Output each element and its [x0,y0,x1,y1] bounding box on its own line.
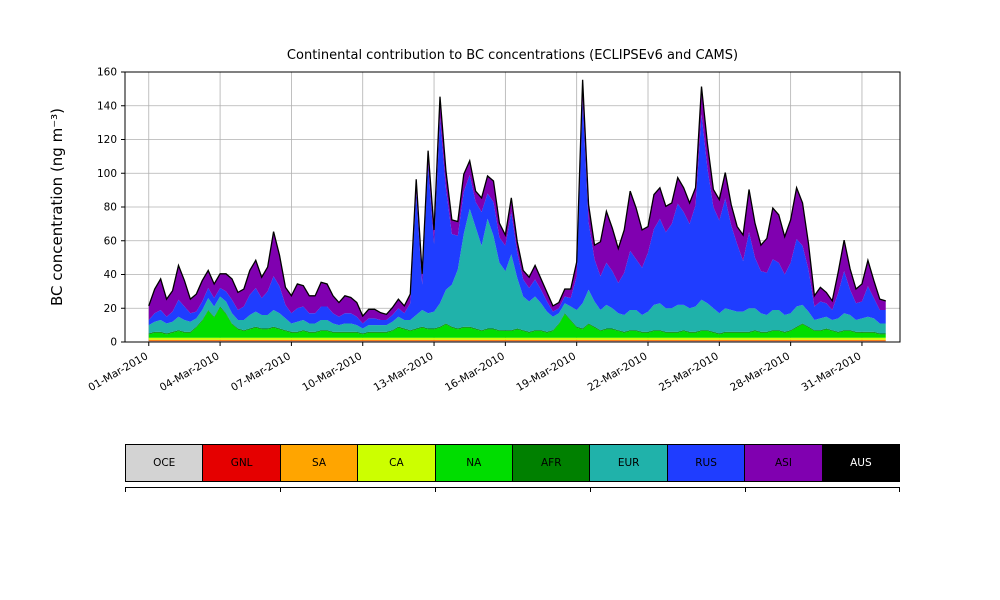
legend-label: ASI [774,457,792,469]
legend-item-afr: AFR [512,444,591,482]
legend-item-asi: ASI [744,444,823,482]
legend-axis-tick [590,488,591,492]
x-tick-label: 07-Mar-2010 [229,350,293,394]
legend-item-na: NA [434,444,514,482]
stack-outline [148,79,886,318]
legend-item-ca: CA [357,444,436,482]
x-tick-label: 31-Mar-2010 [800,350,864,394]
legend-axis-tick [899,488,900,492]
series-area-sa [148,339,886,341]
series-area-afr [148,306,886,335]
legend-item-sa: SA [279,444,359,482]
y-tick-label: 160 [97,67,117,79]
y-tick-label: 60 [104,235,117,247]
x-tick-label: 13-Mar-2010 [372,350,436,394]
y-tick-label: 80 [104,202,117,214]
legend-item-gnl: GNL [202,444,281,482]
legend-item-eur: EUR [589,444,668,482]
x-tick-label: 16-Mar-2010 [443,350,507,394]
legend-axis-tick [745,488,746,492]
y-tick-label: 0 [110,337,117,349]
x-tick-label: 28-Mar-2010 [728,350,792,394]
legend-item-aus: AUS [821,444,901,482]
y-tick-label: 120 [97,134,117,146]
y-tick-label: 40 [104,269,117,281]
x-tick-label: 01-Mar-2010 [86,350,150,394]
x-tick-label: 19-Mar-2010 [514,350,578,394]
x-tick-label: 22-Mar-2010 [586,350,650,394]
y-tick-label: 20 [104,303,117,315]
legend-label: NA [466,457,482,469]
series-area-ca [148,337,886,340]
series-area-rus [148,100,886,329]
legend-label: SA [311,457,327,469]
legend-label: GNL [230,457,253,469]
legend-label: AUS [850,457,872,469]
legend-label: AFR [540,457,562,469]
series-area-eur [148,208,886,334]
legend-label: EUR [617,457,640,469]
y-tick-label: 100 [97,168,117,180]
y-tick-label: 140 [97,100,117,112]
legend: OCE GNL SA CA NA AFR EUR RUS ASI AUS [125,444,901,482]
series-area-na [148,307,886,338]
legend-axis [125,487,900,494]
x-tick-label: 10-Mar-2010 [300,350,364,394]
legend-axis-tick [435,488,436,492]
legend-axis-tick [125,488,126,492]
x-tick-label: 04-Mar-2010 [158,350,222,394]
y-axis-label: BC concentration (ng m⁻³) [48,108,66,306]
legend-item-oce: OCE [125,444,204,482]
chart-title: Continental contribution to BC concentra… [286,48,739,63]
legend-label: RUS [695,457,717,469]
series-area-gnl [148,340,886,342]
legend-item-rus: RUS [666,444,746,482]
legend-axis-tick [280,488,281,492]
legend-label: CA [389,457,404,469]
legend-label: OCE [153,457,176,469]
x-tick-label: 25-Mar-2010 [657,350,721,394]
